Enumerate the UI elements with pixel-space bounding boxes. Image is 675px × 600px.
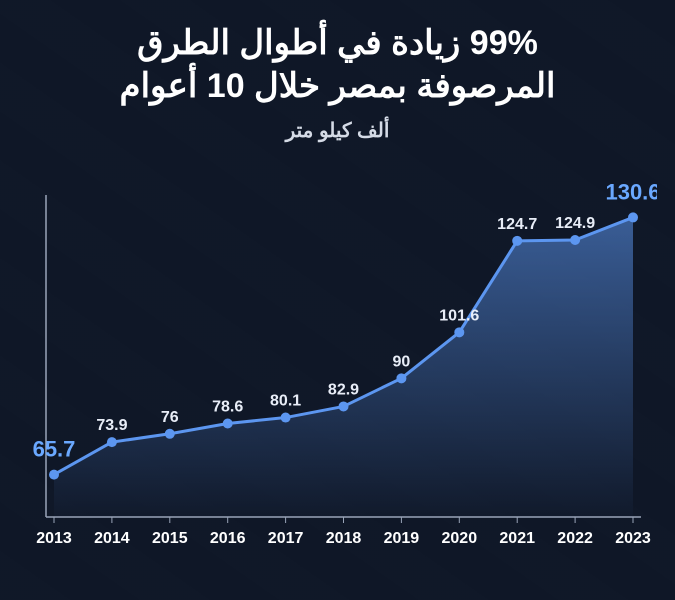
x-axis-label: 2022: [557, 530, 593, 547]
value-label: 76: [161, 409, 179, 426]
data-point: [49, 470, 59, 480]
x-axis-label: 2013: [36, 530, 72, 547]
x-axis-label: 2020: [442, 530, 478, 547]
infographic-root: 99% زيادة في أطوال الطرق المرصوفة بمصر خ…: [0, 0, 675, 600]
data-point: [570, 235, 580, 245]
x-axis-label: 2016: [210, 530, 246, 547]
x-axis-label: 2021: [499, 530, 535, 547]
data-point: [628, 212, 638, 222]
headline-line-1: 99% زيادة في أطوال الطرق: [137, 24, 538, 62]
value-label: 124.7: [497, 216, 537, 233]
unit-label: ألف كيلو متر: [0, 118, 675, 143]
x-axis-label: 2017: [268, 530, 304, 547]
value-label: 65.7: [33, 437, 76, 462]
x-axis-label: 2014: [94, 530, 130, 547]
value-label: 82.9: [328, 381, 359, 398]
value-label: 80.1: [270, 393, 301, 410]
chart-area: [54, 217, 633, 517]
headline: 99% زيادة في أطوال الطرق المرصوفة بمصر خ…: [0, 22, 675, 107]
x-axis-label: 2023: [615, 530, 651, 547]
data-point: [223, 418, 233, 428]
x-axis-label: 2018: [326, 530, 362, 547]
value-label: 78.6: [212, 398, 243, 415]
x-axis-label: 2015: [152, 530, 188, 547]
chart-svg: 65.7 2013 73.9 2014 76 2015 78.6 2016 80.1 2017 82…: [30, 160, 657, 572]
value-label: 124.9: [555, 215, 595, 232]
data-point: [165, 429, 175, 439]
value-label: 130.6: [605, 179, 657, 204]
x-axis-label: 2019: [384, 530, 420, 547]
data-point: [339, 401, 349, 411]
value-label: 90: [393, 353, 411, 370]
data-point: [454, 327, 464, 337]
line-area-chart: 65.7 2013 73.9 2014 76 2015 78.6 2016 80.1 2017 82…: [30, 160, 657, 572]
data-point: [107, 437, 117, 447]
value-label: 101.6: [439, 307, 479, 324]
data-point: [281, 413, 291, 423]
data-point: [396, 373, 406, 383]
headline-line-2: المرصوفة بمصر خلال 10 أعوام: [120, 67, 556, 105]
data-point: [512, 236, 522, 246]
value-label: 73.9: [96, 417, 127, 434]
